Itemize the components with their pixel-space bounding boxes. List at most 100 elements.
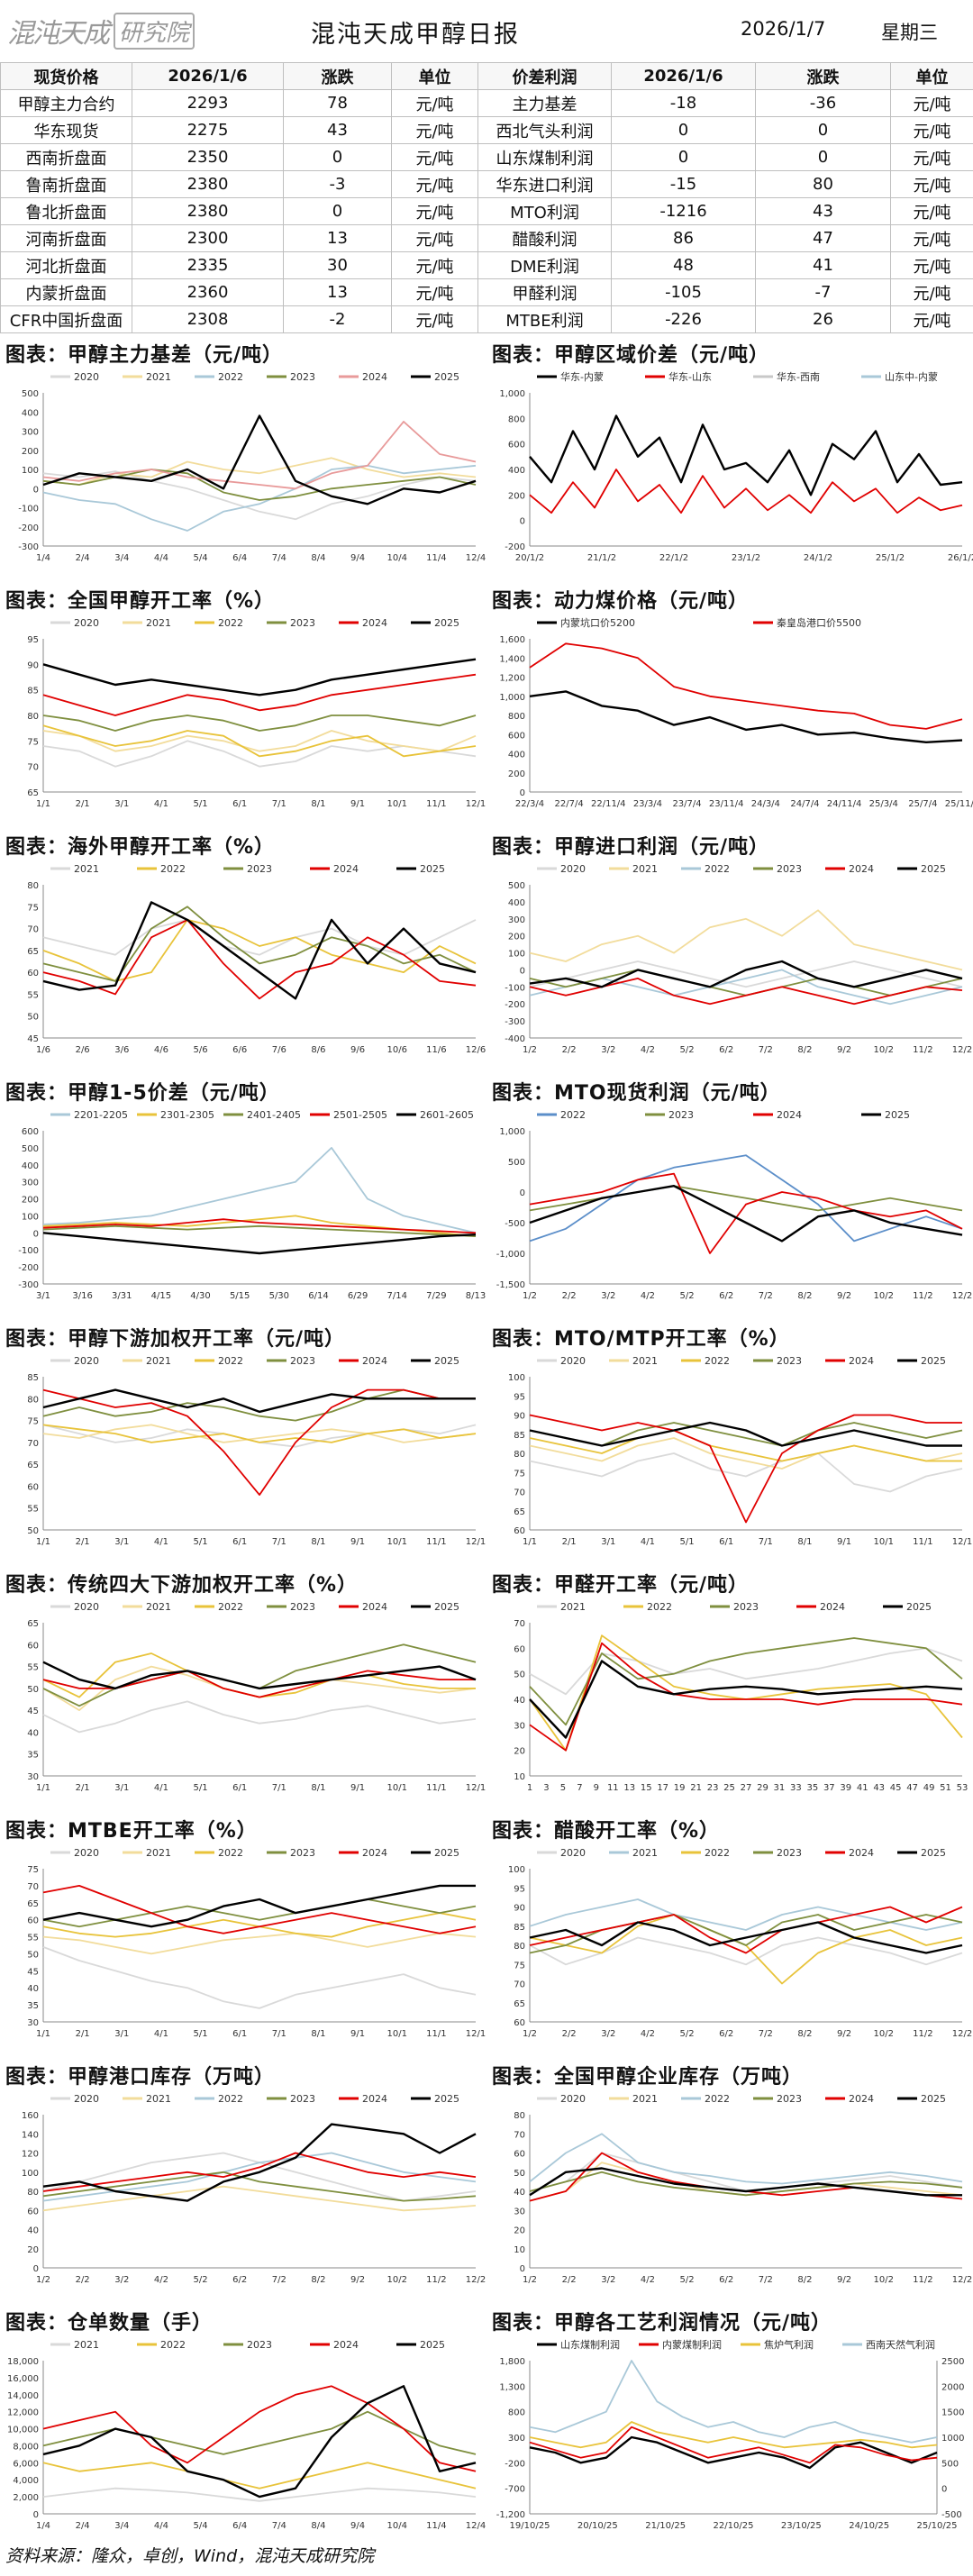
x-tick-label: 23/11/4 [709, 799, 744, 809]
x-tick-label: 8/1 [311, 2029, 325, 2039]
series-line [42, 1670, 476, 1698]
x-tick-label: 9/4 [350, 2521, 365, 2531]
x-tick-label: 5/2 [679, 2275, 694, 2285]
x-tick-label: 1/4 [36, 553, 50, 563]
x-tick-label: 2/2 [562, 2275, 577, 2285]
x-tick-label: 3/6 [114, 1045, 129, 1055]
y-tick-label: 40 [27, 1728, 39, 1738]
x-tick-label: 6/2 [232, 2275, 247, 2285]
series-line [529, 1185, 963, 1212]
series-line [42, 421, 477, 490]
x-tick-label: 7 [577, 1783, 582, 1793]
report-header: 混沌天成 研究院 混沌天成甲醇日报 2026/1/7 星期三 [0, 0, 973, 63]
x-tick-label: 12/2 [952, 2275, 972, 2285]
legend-label: 2023 [777, 2093, 802, 2105]
report-title: 混沌天成甲醇日报 [311, 21, 520, 49]
y-tick-label: 45 [27, 1967, 39, 1977]
x-tick-label: 12/2 [466, 2275, 486, 2285]
y-tick-label: -400 [505, 1034, 525, 1044]
legend-label: 2022 [160, 2339, 186, 2351]
series-line [42, 2171, 477, 2202]
x-tick-label: 23 [707, 1783, 719, 1793]
legend-label: 2024 [849, 863, 874, 875]
y-tick-label: 0 [33, 2510, 39, 2520]
x-tick-label: 10/4 [386, 553, 406, 563]
y-tick-label: 1,800 [499, 2357, 525, 2367]
y-tick-label: 80 [27, 2188, 39, 2198]
y-tick-label: 40 [514, 1696, 525, 1706]
y-tick-label: 1,000 [499, 693, 525, 703]
legend-label: 2021 [74, 863, 99, 875]
x-tick-label: 22/11/4 [591, 799, 626, 809]
table-cell: 内蒙折盘面 [0, 278, 132, 306]
y-tick-label: 60 [514, 1644, 525, 1654]
price-table-body: 甲醇主力合约 2293 78 元/吨 主力基差 -18 -36 元/吨 华东现货 2275 43 元/… [0, 89, 973, 333]
table-cell: 元/吨 [391, 224, 478, 252]
table-cell: -226 [611, 305, 756, 333]
series-line [529, 1914, 963, 1985]
chart-panel: 图表：甲醛开工率（元/吨） 2021 2022 2023 2024 2025 10 20 30 4… [486, 1565, 973, 1805]
chart-svg: 2020 2021 2022 2023 2024 2025 -400 -300 -200 -100… [505, 863, 972, 1055]
y-tick-label: 60 [27, 1482, 39, 1492]
table-cell: 43 [755, 197, 891, 225]
x-tick-label: 10/2 [873, 2029, 893, 2039]
x-tick-label: 1/1 [36, 1783, 50, 1793]
series-line [42, 1232, 477, 1255]
x-tick-label: 11/1 [426, 799, 446, 809]
series-line [529, 2171, 963, 2197]
x-tick-label: 6/2 [719, 2029, 733, 2039]
chart-panel: 图表：甲醇各工艺利润情况（元/吨） 山东煤制利润 内蒙煤制利润 焦炉气利润 西南天然气利… [486, 2303, 973, 2543]
legend-label: 2022 [218, 1847, 243, 1859]
y-tick-label: -100 [18, 1246, 39, 1256]
chart-svg: 2021 2022 2023 2024 2025 45 50 55 60 65 70 75 80 1/6 2… [27, 863, 486, 1055]
series-line [529, 1452, 963, 1493]
x-tick-label: 9/2 [837, 1045, 851, 1055]
y-tick-label: 65 [27, 1619, 39, 1629]
x-tick-label: 6/2 [719, 1291, 733, 1301]
y-tick-label: 90 [514, 1412, 525, 1422]
y-tick-label: 400 [508, 751, 525, 760]
legend-label: 2025 [434, 1601, 459, 1613]
y-tick-label: 70 [514, 1488, 525, 1498]
x-tick-label: 4/1 [154, 799, 168, 809]
legend-label: 2401-2405 [247, 1109, 301, 1121]
y-tick-label: 60 [27, 2207, 39, 2216]
x-tick-label: 3/2 [601, 1291, 615, 1301]
series-line [529, 977, 963, 1006]
x-tick-label: 10/6 [386, 1045, 406, 1055]
chart-title: 图表：仓单数量（手） [5, 2312, 214, 2335]
series-line [42, 2185, 477, 2212]
y-tick-label: 80 [514, 1450, 525, 1460]
table-cell: 2335 [132, 251, 284, 279]
x-tick-label: 11/1 [426, 2029, 446, 2039]
x-tick-label: 3/2 [601, 2275, 615, 2285]
x-tick-label: 7/1 [272, 799, 286, 809]
x-tick-label: 2/2 [562, 1291, 577, 1301]
table-cell: MTBE利润 [477, 305, 612, 333]
y-tick-label: 0 [520, 517, 525, 527]
x-tick-label: 7/2 [759, 1045, 773, 1055]
x-tick-label: 4/2 [641, 1045, 655, 1055]
x-tick-label: 7/2 [759, 2275, 773, 2285]
legend-label: 2020 [74, 1355, 99, 1367]
y-tick-label: -200 [505, 1000, 525, 1010]
x-tick-label: 20/10/25 [577, 2521, 618, 2531]
x-tick-label: 9/2 [837, 2029, 851, 2039]
legend-label: 2023 [247, 2339, 272, 2351]
series-line [42, 1424, 477, 1443]
x-tick-label: 2/1 [76, 799, 90, 809]
series-line [529, 2421, 938, 2449]
series-line [529, 2167, 962, 2197]
x-tick-label: 5/1 [193, 2029, 207, 2039]
series-line [529, 1898, 963, 1931]
x-tick-label: 20/1/2 [515, 553, 544, 563]
legend-label: 2020 [74, 2093, 99, 2105]
series-line [42, 1388, 476, 1414]
x-tick-label: 4/4 [154, 2521, 168, 2531]
y-tick-label: 75 [27, 737, 39, 747]
table-cell: 48 [611, 251, 756, 279]
x-tick-label: 4/2 [641, 1291, 655, 1301]
x-tick-label: 21/1/2 [587, 553, 616, 563]
y-tick-label: 0 [33, 485, 39, 495]
y-tick-label: 40 [27, 2226, 39, 2236]
